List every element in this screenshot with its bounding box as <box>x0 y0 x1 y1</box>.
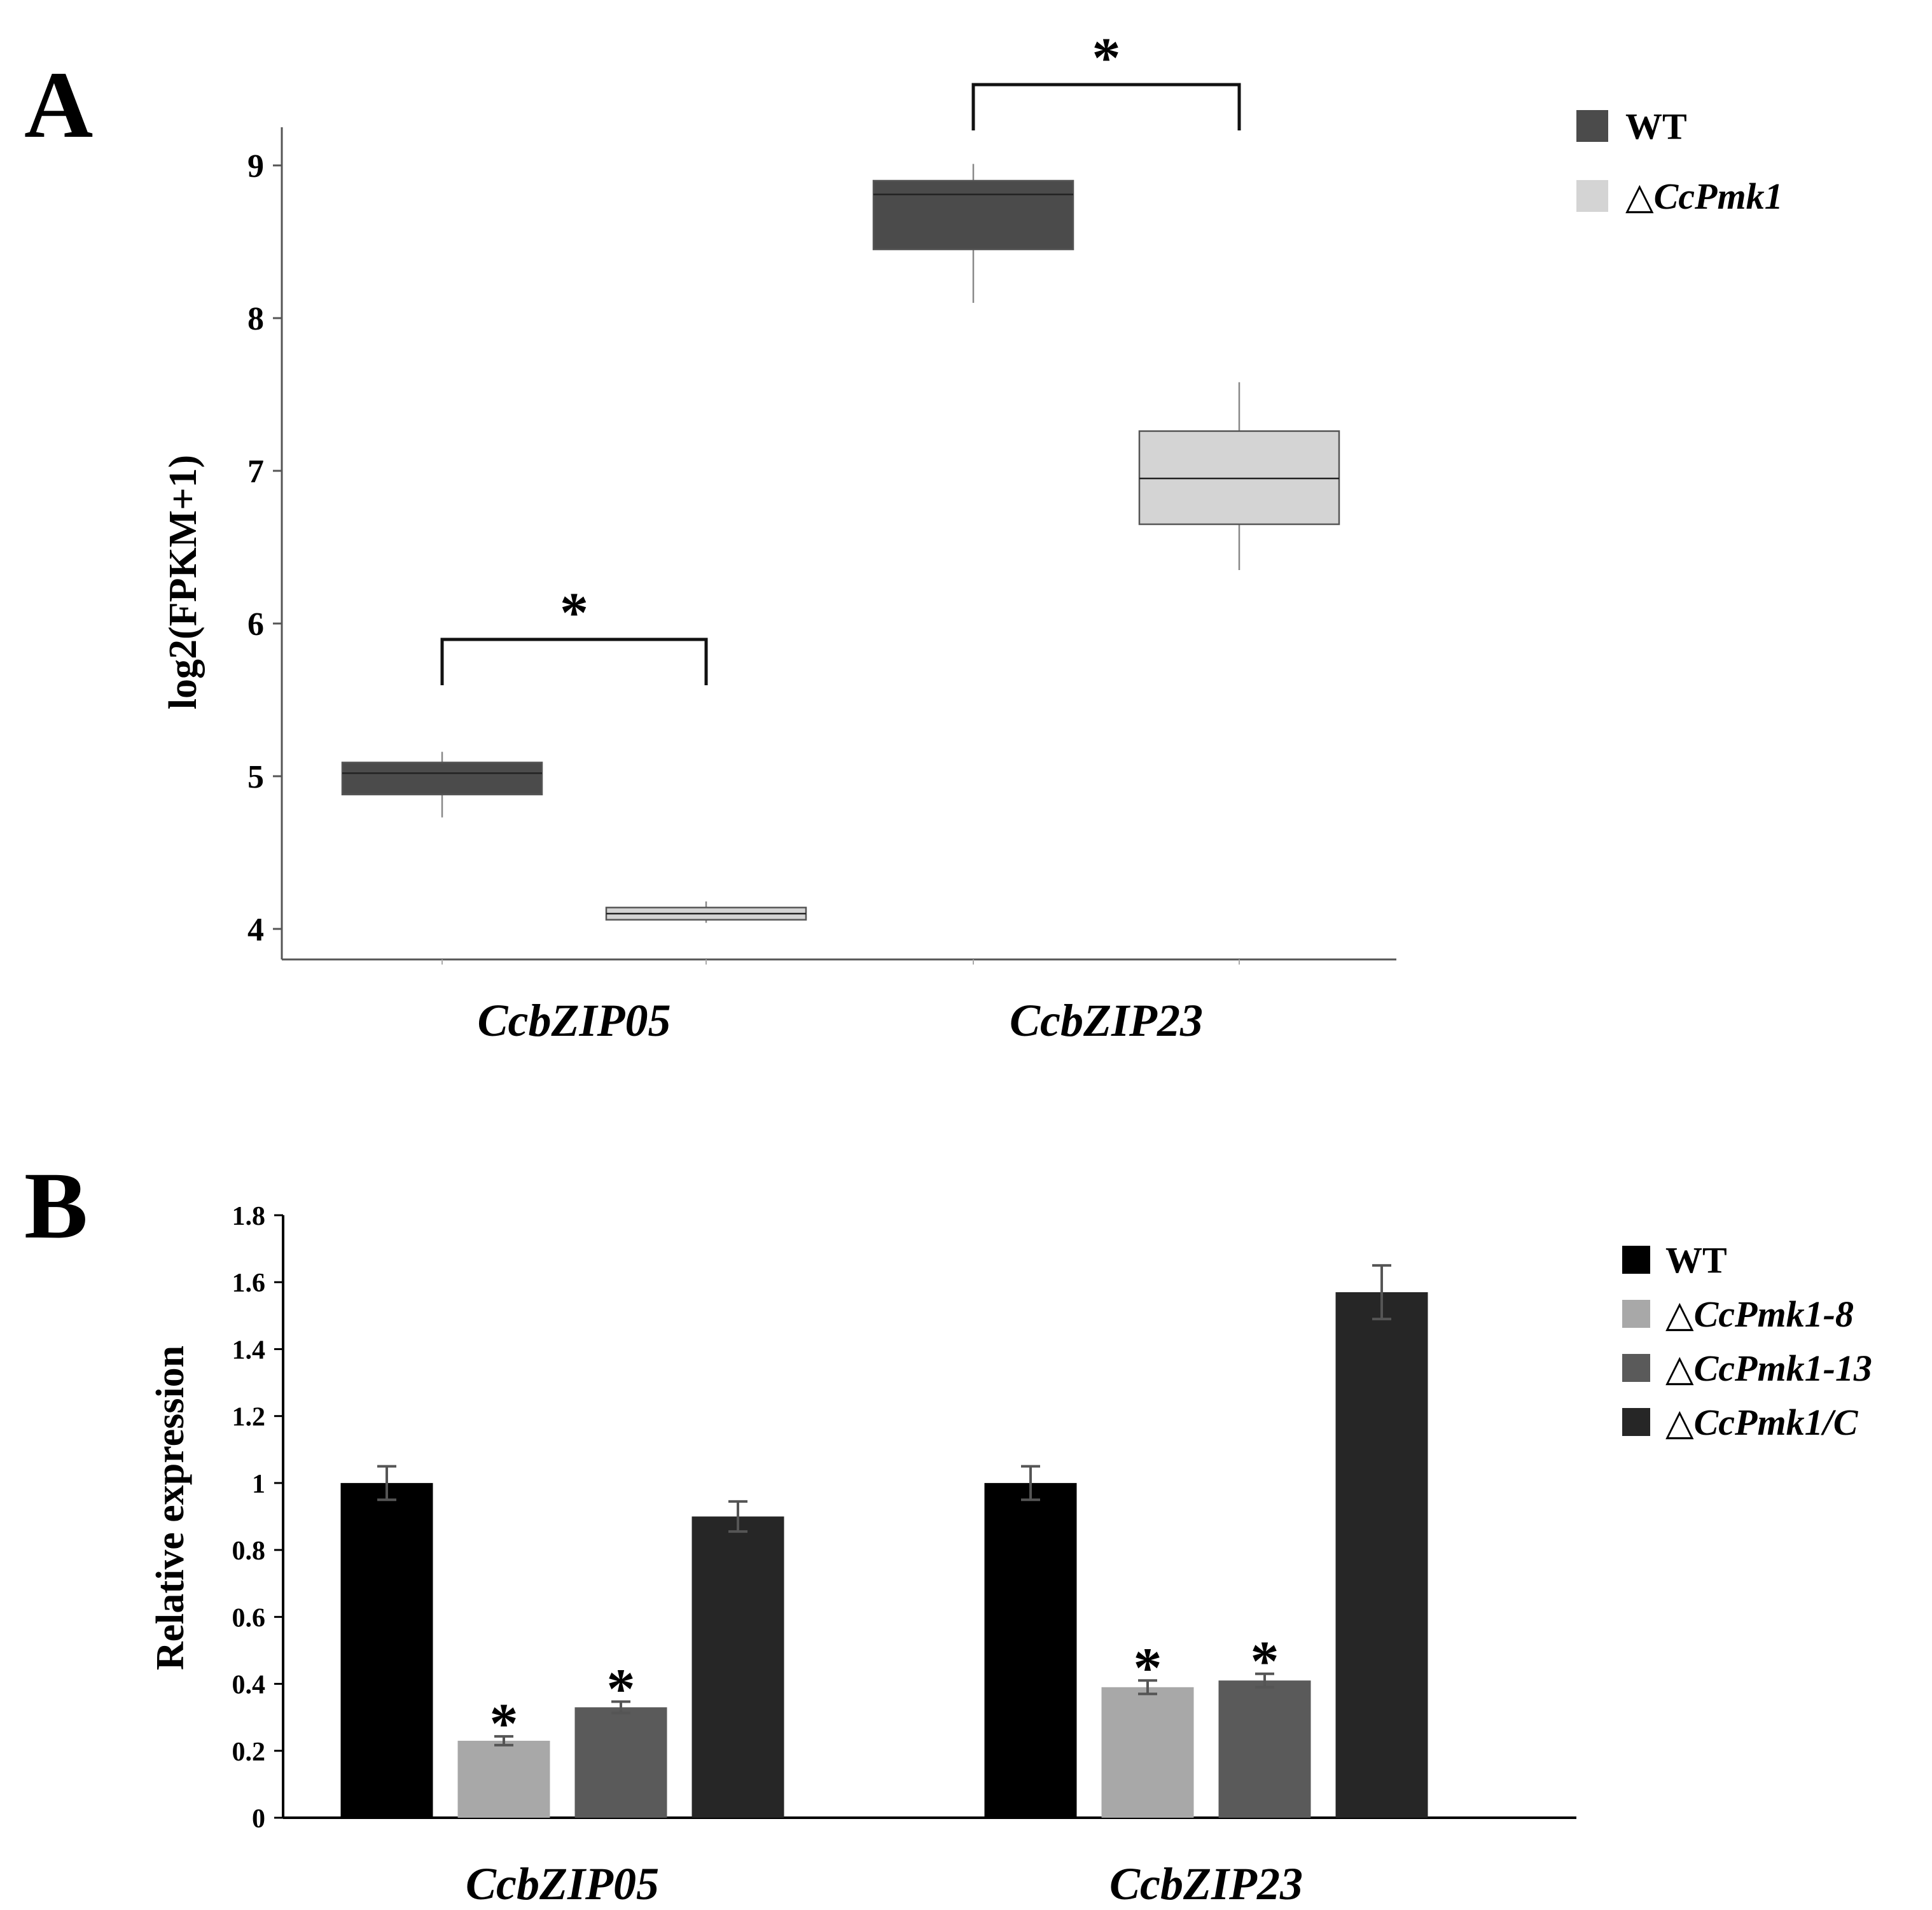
box-body <box>872 179 1074 251</box>
legend-swatch <box>1622 1246 1650 1274</box>
bar <box>340 1482 433 1818</box>
panel-b-ytick-label: 0.8 <box>232 1537 266 1566</box>
panel-a-ytick-label: 8 <box>247 301 264 337</box>
bar <box>574 1707 667 1818</box>
panel-b-chart: 0 0.2 0.4 0.6 0.8 1 1.2 1.4 1.6 1.8 * * CcbZIP05 * * Cc… <box>232 1202 1872 1909</box>
panel-b-ytick-label: 0.6 <box>232 1603 266 1633</box>
bar <box>1335 1292 1428 1818</box>
panel-a-ylabel: log2(FPKM+1) <box>162 455 205 709</box>
significance-bracket <box>440 638 708 685</box>
panel-a-ytick-label: 6 <box>247 606 264 643</box>
panel-a-ytick-label: 7 <box>247 454 264 490</box>
bar <box>691 1516 784 1818</box>
panel-b-ytick-label: 1.2 <box>232 1403 266 1432</box>
panel-b-ytick-label: 0.2 <box>232 1738 266 1767</box>
box-body <box>341 762 543 796</box>
panel-a-category-label: CcbZIP23 <box>1010 995 1203 1046</box>
bar <box>984 1482 1077 1818</box>
legend-swatch <box>1576 180 1608 212</box>
legend-label: WT <box>1625 106 1687 147</box>
panel-a-ytick-label: 5 <box>247 759 264 795</box>
significance-star: * <box>1092 27 1121 90</box>
panel-a-category-label: CcbZIP05 <box>478 995 671 1046</box>
panel-b-category-label: CcbZIP05 <box>466 1858 659 1909</box>
panel-b-ytick-label: 1.6 <box>232 1269 266 1298</box>
significance-star: * <box>560 582 588 645</box>
significance-bracket <box>971 83 1241 130</box>
legend-label: △CcPmk1-13 <box>1665 1348 1872 1389</box>
significance-star: * <box>607 1657 636 1720</box>
bar <box>1101 1687 1194 1818</box>
legend-label: WT <box>1665 1239 1727 1281</box>
panel-b-ytick-label: 1 <box>252 1470 265 1499</box>
bar <box>457 1740 550 1818</box>
legend-label: △CcPmk1/C <box>1665 1402 1859 1443</box>
panel-a-ytick-label: 9 <box>247 148 264 185</box>
panel-a-letter: A <box>24 52 93 158</box>
panel-b-ytick-label: 0.4 <box>232 1671 266 1700</box>
legend-swatch <box>1622 1354 1650 1382</box>
panel-b-ytick-label: 1.4 <box>232 1335 266 1365</box>
legend-swatch <box>1622 1408 1650 1436</box>
panel-a-ytick-label: 4 <box>247 912 264 948</box>
panel-b-ylabel: Relative expression <box>149 1346 192 1670</box>
panel-b-ytick-label: 0 <box>252 1804 265 1834</box>
significance-star: * <box>1134 1636 1162 1699</box>
legend-swatch <box>1576 110 1608 142</box>
panel-b-letter: B <box>24 1153 88 1258</box>
legend-label: △CcPmk1 <box>1625 176 1783 217</box>
bar <box>1218 1680 1311 1818</box>
legend-swatch <box>1622 1300 1650 1328</box>
legend-label: △CcPmk1-8 <box>1665 1293 1854 1335</box>
significance-star: * <box>490 1692 518 1755</box>
panel-b-category-label: CcbZIP23 <box>1109 1858 1303 1909</box>
significance-star: * <box>1251 1630 1279 1693</box>
panel-a-chart: 4 5 6 7 8 9 CcbZIP05 CcbZIP23 * * WT △CcPmk1 <box>247 27 1783 1046</box>
panel-b-ytick-label: 1.8 <box>232 1202 266 1231</box>
